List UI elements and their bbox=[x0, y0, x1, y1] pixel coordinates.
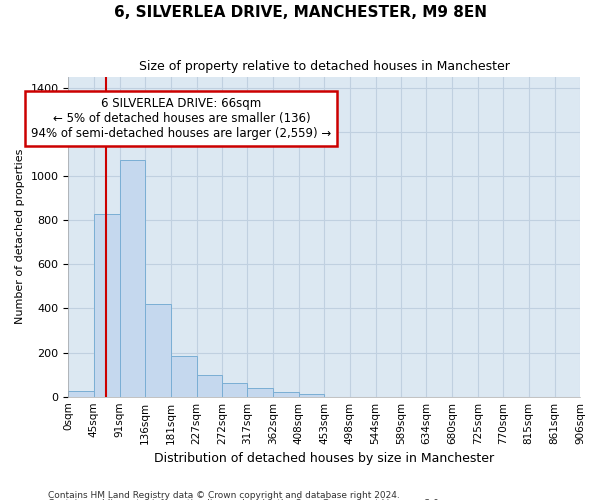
Bar bbox=[197, 374, 222, 396]
Bar bbox=[299, 394, 324, 396]
Bar bbox=[222, 384, 247, 396]
Bar bbox=[120, 160, 145, 396]
Bar bbox=[145, 304, 170, 396]
Bar bbox=[247, 388, 273, 396]
X-axis label: Distribution of detached houses by size in Manchester: Distribution of detached houses by size … bbox=[154, 452, 494, 465]
Text: Contains public sector information licensed under the Open Government Licence v3: Contains public sector information licen… bbox=[48, 499, 442, 500]
Text: 6 SILVERLEA DRIVE: 66sqm
← 5% of detached houses are smaller (136)
94% of semi-d: 6 SILVERLEA DRIVE: 66sqm ← 5% of detache… bbox=[31, 97, 331, 140]
Text: Contains HM Land Registry data © Crown copyright and database right 2024.: Contains HM Land Registry data © Crown c… bbox=[48, 490, 400, 500]
Y-axis label: Number of detached properties: Number of detached properties bbox=[15, 149, 25, 324]
Title: Size of property relative to detached houses in Manchester: Size of property relative to detached ho… bbox=[139, 60, 509, 73]
Bar bbox=[170, 356, 197, 397]
Bar bbox=[94, 214, 120, 396]
Bar bbox=[273, 392, 299, 396]
Text: 6, SILVERLEA DRIVE, MANCHESTER, M9 8EN: 6, SILVERLEA DRIVE, MANCHESTER, M9 8EN bbox=[113, 5, 487, 20]
Bar bbox=[68, 391, 94, 396]
